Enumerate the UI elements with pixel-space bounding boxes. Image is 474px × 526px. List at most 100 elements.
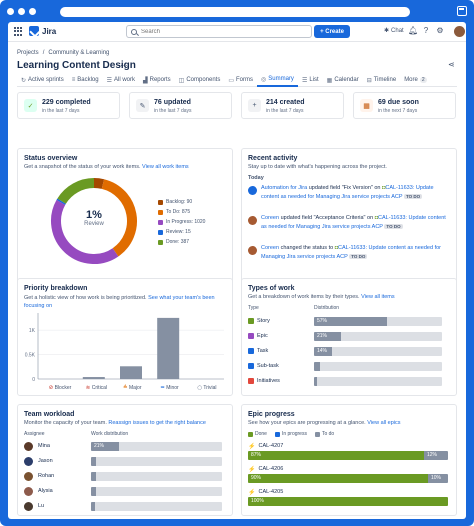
- minimize-window-dot[interactable]: [18, 8, 25, 15]
- epic-row[interactable]: ⚡ CAL-4205 100%: [248, 488, 448, 506]
- priority-minor-icon: ≖: [160, 385, 165, 391]
- activity-issue-key[interactable]: CAL-11633:: [385, 185, 415, 191]
- workload-row[interactable]: Rohan: [24, 472, 224, 482]
- share-icon[interactable]: ⋖: [448, 60, 455, 69]
- assignee-avatar: [24, 457, 33, 466]
- workload-row[interactable]: Mina 21%: [24, 442, 224, 452]
- help-icon[interactable]: ?: [423, 26, 429, 35]
- activity-action: updated field "Fix Version" on: [308, 185, 381, 191]
- epic-key[interactable]: CAL-4206: [258, 466, 284, 472]
- priority-bar-critical[interactable]: [82, 377, 105, 379]
- type-row[interactable]: Initiatives: [248, 377, 443, 387]
- donut-center-value: 1%: [86, 209, 102, 221]
- priority-bar-minor[interactable]: [157, 317, 180, 379]
- notifications-icon[interactable]: 🔔︎: [408, 26, 419, 35]
- priority-focus-link[interactable]: See what your team's been focusing on: [24, 295, 215, 309]
- initiatives-icon: [248, 378, 254, 384]
- workload-row[interactable]: Alysia: [24, 487, 224, 497]
- breadcrumb: Projects / Community & Learning: [17, 50, 109, 56]
- window-menu-icon[interactable]: [457, 6, 467, 16]
- tab-forms[interactable]: ▭ Forms: [224, 73, 257, 87]
- epic-row[interactable]: ⚡ CAL-4206 90% 10%: [248, 465, 448, 483]
- tab-active-sprints[interactable]: ↻ Active sprints: [17, 73, 68, 87]
- tab-label: More: [404, 77, 418, 83]
- assignee-name: Mina: [38, 443, 50, 449]
- view-all-work-items-link[interactable]: View all work items: [142, 164, 189, 170]
- maximize-window-dot[interactable]: [29, 8, 36, 15]
- status-overview-subtitle: Get a snapshot of the status of your wor…: [24, 164, 189, 170]
- close-window-dot[interactable]: [7, 8, 14, 15]
- stat-card[interactable]: ✓ 229 completed in the last 7 days: [17, 92, 120, 119]
- activity-user[interactable]: Coreen: [261, 245, 280, 251]
- workload-row[interactable]: Jason: [24, 457, 224, 467]
- create-button[interactable]: + Create: [314, 25, 350, 38]
- activity-avatar: [248, 216, 257, 225]
- settings-icon[interactable]: ⚙: [436, 26, 444, 35]
- tab-reports[interactable]: ▟ Reports: [139, 73, 175, 87]
- tab-backlog[interactable]: ≡ Backlog: [68, 73, 103, 87]
- tab-list[interactable]: ☰ List: [298, 73, 323, 87]
- epic-key[interactable]: CAL-4205: [258, 489, 284, 495]
- tab-more[interactable]: More 2: [400, 73, 430, 87]
- activity-user[interactable]: Automation for Jira: [261, 185, 308, 191]
- donut-slice-review[interactable]: [56, 198, 66, 205]
- activity-issue-key[interactable]: CAL-11633:: [378, 215, 407, 221]
- donut-center-label: 1% Review: [48, 209, 140, 227]
- donut-slice-to-do[interactable]: [101, 179, 137, 257]
- tab-calendar[interactable]: ▦ Calendar: [323, 73, 363, 87]
- y-tick-label: 0: [32, 377, 35, 383]
- donut-slice-backlog[interactable]: [93, 178, 105, 189]
- breadcrumb-projects[interactable]: Projects: [17, 50, 39, 56]
- reassign-issues-link[interactable]: Reassign issues to get the right balance: [108, 420, 206, 426]
- workload-row[interactable]: Lu: [24, 502, 224, 512]
- search-box[interactable]: [126, 25, 312, 38]
- type-bar-track: [314, 377, 442, 386]
- calendar-icon: ▦: [360, 99, 373, 112]
- type-row[interactable]: Epic 21%: [248, 332, 443, 342]
- tab-label: All work: [113, 77, 135, 83]
- legend-item: To Do: 875: [158, 207, 205, 217]
- bookmark-icon: ◘: [334, 245, 339, 251]
- activity-issue-summary[interactable]: Update content as needed for Managing Ji…: [261, 215, 446, 230]
- search-input[interactable]: [141, 28, 291, 35]
- view-all-epics-link[interactable]: View all epics: [367, 420, 401, 426]
- epic-name: ⚡ CAL-4207: [248, 442, 448, 450]
- tab-summary[interactable]: ◎ Summary: [257, 73, 298, 87]
- address-bar[interactable]: [60, 7, 410, 17]
- legend-swatch: [158, 199, 163, 205]
- epic-legend-swatch: [248, 431, 253, 437]
- activity-text: Automation for Jira updated field "Fix V…: [261, 185, 451, 201]
- donut-slice-in-progress[interactable]: [51, 199, 119, 264]
- type-row[interactable]: Task 14%: [248, 347, 443, 357]
- stat-card[interactable]: +214 created in the last 7 days: [241, 92, 344, 119]
- priority-trivial-icon: ○: [197, 385, 202, 391]
- chat-button[interactable]: ✱ Chat: [384, 27, 404, 35]
- tab-components[interactable]: ◫ Components: [175, 73, 225, 87]
- breadcrumb-space[interactable]: Community & Learning: [48, 50, 110, 56]
- jira-logo[interactable]: Jira: [29, 26, 56, 36]
- stat-card[interactable]: ▦ 69 due soon in the next 7 days: [353, 92, 456, 119]
- type-row[interactable]: Story 57%: [248, 317, 443, 327]
- workload-bar-fill: [91, 502, 95, 511]
- activity-issue-summary[interactable]: Update content as needed for Managing Ji…: [261, 245, 441, 260]
- workload-assignee-header: Assignee: [24, 431, 45, 437]
- activity-issue-key[interactable]: CAL-11633:: [338, 245, 367, 251]
- donut-slice-done[interactable]: [57, 178, 95, 204]
- priority-bar-major[interactable]: [120, 366, 142, 379]
- epic-key[interactable]: CAL-4207: [258, 443, 284, 449]
- user-avatar[interactable]: [454, 26, 465, 37]
- type-row[interactable]: Sub-task: [248, 362, 443, 372]
- stat-card[interactable]: ✎ 76 updated in the last 7 days: [129, 92, 232, 119]
- tab-all-work[interactable]: ☰ All work: [103, 73, 139, 87]
- tab-timeline[interactable]: ⊟ Timeline: [363, 73, 400, 87]
- view-all-items-link[interactable]: View all items: [361, 294, 395, 300]
- assignee-avatar: [24, 487, 33, 496]
- app-switcher-icon[interactable]: [14, 27, 23, 36]
- activity-user[interactable]: Coreen: [261, 215, 280, 221]
- epic-row[interactable]: ⚡ CAL-4207 87% 12%: [248, 442, 448, 460]
- activity-issue-summary[interactable]: Update content as needed for Managing Ji…: [261, 185, 434, 200]
- legend-label: Review: 15: [166, 229, 191, 235]
- more-actions-icon[interactable]: ···: [120, 61, 128, 70]
- type-label: Story: [257, 318, 270, 324]
- jira-logo-icon: [29, 26, 39, 36]
